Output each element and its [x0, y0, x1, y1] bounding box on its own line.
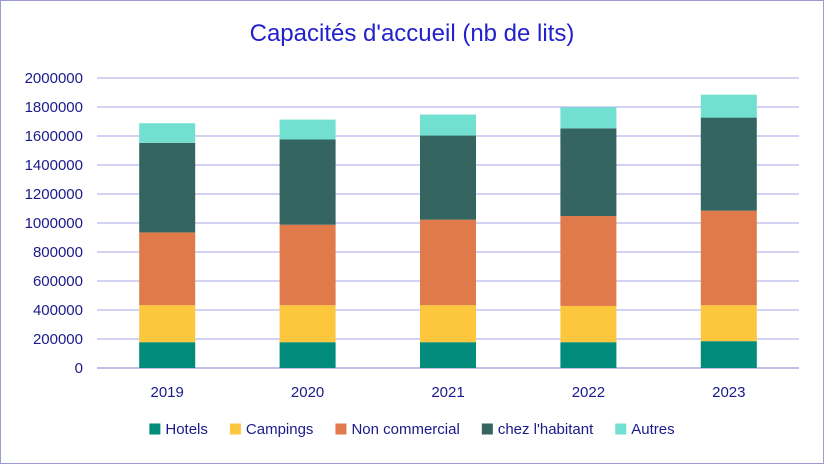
y-tick-label: 600000: [33, 273, 83, 290]
x-tick-label: 2020: [291, 384, 324, 401]
legend-swatch: [481, 423, 493, 435]
bar-segment: [279, 119, 336, 140]
bar-segment: [279, 342, 336, 368]
bar-segment: [560, 305, 617, 343]
bar-segment: [420, 114, 476, 136]
bar-segment: [139, 305, 196, 343]
bar-segment: [560, 107, 617, 129]
bar-segment: [700, 305, 757, 342]
legend: Hotels Campings Non commercial chez l'habit…: [149, 421, 675, 438]
legend-label: chez l'habitant: [498, 421, 594, 438]
y-tick-label: 1800000: [25, 99, 83, 116]
legend-swatch: [229, 423, 241, 435]
bar-segment: [560, 128, 617, 217]
bar-segment: [279, 305, 336, 343]
legend-label: Autres: [631, 421, 674, 438]
legend-swatch: [335, 423, 347, 435]
bar-segment: [279, 224, 336, 306]
y-tick-label: 1000000: [25, 215, 83, 232]
bar-segment: [560, 216, 617, 306]
bar-segment: [700, 341, 757, 368]
x-tick-label: 2019: [151, 384, 184, 401]
y-tick-label: 1600000: [25, 128, 83, 145]
legend-swatch: [615, 423, 627, 435]
x-tick-label: 2021: [431, 384, 464, 401]
bars: [139, 94, 757, 368]
bar-segment: [139, 142, 196, 233]
y-tick-label: 2000000: [25, 70, 83, 87]
chart-title: Capacités d'accueil (nb de lits): [249, 20, 575, 47]
y-tick-label: 1200000: [25, 186, 83, 203]
bar-segment: [700, 210, 757, 306]
bar-segment: [420, 135, 476, 220]
y-tick-label: 1400000: [25, 157, 83, 174]
bar-segment: [139, 342, 196, 368]
bar-segment: [420, 305, 476, 343]
x-tick-label: 2022: [572, 384, 605, 401]
legend-swatch: [149, 423, 161, 435]
bar-segment: [420, 219, 476, 306]
bar-segment: [139, 232, 196, 306]
legend-label: Hotels: [165, 421, 208, 438]
bar-segment: [700, 117, 757, 211]
legend-label: Non commercial: [351, 421, 459, 438]
bar-segment: [420, 342, 476, 368]
bar-segment: [139, 123, 196, 143]
y-tick-label: 200000: [33, 331, 83, 348]
y-tick-label: 400000: [33, 302, 83, 319]
y-tick-label: 0: [75, 360, 83, 377]
bar-segment: [700, 94, 757, 118]
y-tick-label: 800000: [33, 244, 83, 261]
legend-label: Campings: [246, 421, 314, 438]
x-tick-label: 2023: [712, 384, 745, 401]
x-axis: 2019 2020 2021 2022 2023: [151, 384, 746, 401]
bar-segment: [560, 342, 617, 368]
bar-segment: [279, 139, 336, 225]
y-axis: 0 200000 400000 600000 800000 1000000 1200000 1…: [25, 70, 83, 377]
